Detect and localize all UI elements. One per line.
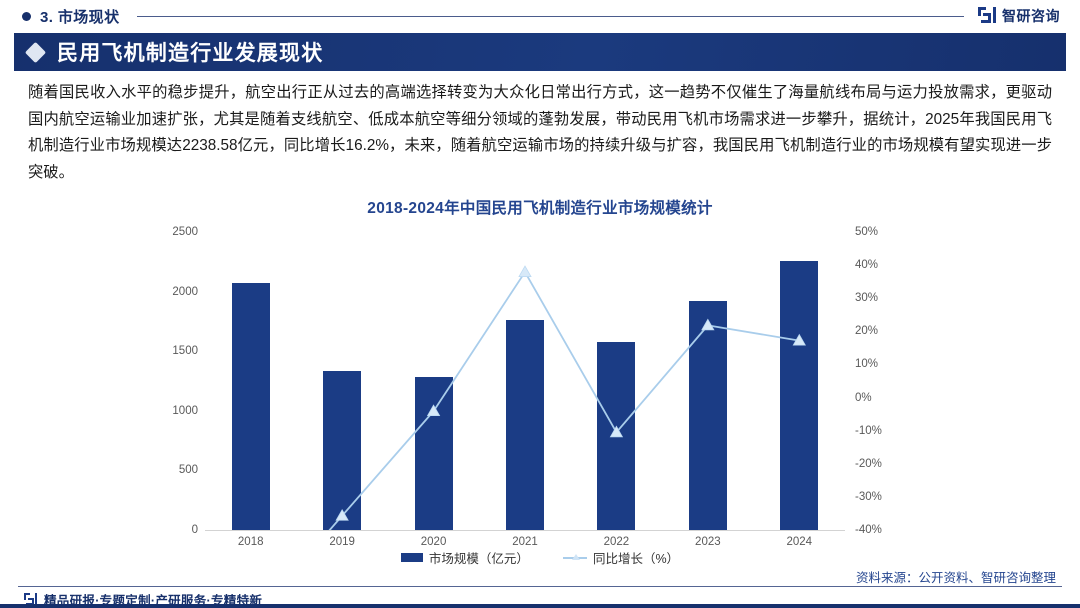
chart-legend: 市场规模（亿元） 同比增长（%） xyxy=(0,548,1080,567)
section-label: 3. 市场现状 xyxy=(40,8,120,26)
legend-item-bar: 市场规模（亿元） xyxy=(400,548,529,567)
line-marker xyxy=(792,333,806,346)
market-size-chart: 0 500 1000 1500 2000 2500 -40% -30% -20% -10% 0% 1… xyxy=(0,220,1080,565)
y-tick-right: 40% xyxy=(855,259,879,272)
line-marker xyxy=(335,508,349,521)
chart-title: 2018-2024年中国民用飞机制造行业市场规模统计 xyxy=(367,200,713,217)
y-tick-left: 500 xyxy=(178,464,198,477)
source-note: 资料来源：公开资料、智研咨询整理 xyxy=(855,571,1056,585)
x-tick-2023: 2023 xyxy=(695,536,721,548)
y-tick-right: 0% xyxy=(855,391,872,404)
header-divider xyxy=(137,15,964,17)
x-tick-2021: 2021 xyxy=(512,536,538,548)
axis-line xyxy=(205,530,845,531)
legend-item-line: 同比增长（%） xyxy=(562,548,680,567)
growth-rate-line xyxy=(328,265,806,530)
y-tick-right: 50% xyxy=(855,226,879,238)
dot-icon xyxy=(22,11,31,21)
section-title-band: 民用飞机制造行业发展现状 xyxy=(14,33,1066,71)
legend-label-line: 同比增长（%） xyxy=(592,552,680,566)
bar-2019 xyxy=(323,370,362,530)
y-tick-left: 0 xyxy=(191,524,198,536)
x-tick-2024: 2024 xyxy=(786,536,813,548)
y-tick-left: 1000 xyxy=(172,404,198,417)
x-tick-2018: 2018 xyxy=(237,536,264,548)
brand-name: 智研咨询 xyxy=(1002,8,1060,24)
footer-divider xyxy=(18,586,1062,587)
line-marker xyxy=(609,425,624,438)
bar-2021 xyxy=(506,319,544,530)
bar-2018 xyxy=(231,282,270,530)
y-tick-right: -10% xyxy=(855,424,882,437)
slide-header: 3. 市场现状 智研咨询 xyxy=(0,0,1080,32)
line-marker xyxy=(701,318,715,331)
y-tick-left: 2500 xyxy=(172,226,198,238)
y-tick-right: -30% xyxy=(855,490,882,503)
body-paragraph: 随着国民收入水平的稳步提升，航空出行正从过去的高端选择转变为大众化日常出行方式，… xyxy=(28,84,1052,181)
bottom-accent-strip xyxy=(0,604,1080,608)
bar-swatch-icon xyxy=(400,553,423,562)
x-tick-2019: 2019 xyxy=(329,536,355,548)
bar-2023 xyxy=(688,300,727,530)
y-tick-right: -40% xyxy=(855,524,882,536)
zhiyan-logo-icon xyxy=(24,592,38,607)
bar-2020 xyxy=(414,377,453,530)
x-tick-2020: 2020 xyxy=(420,536,447,548)
legend-label-bar: 市场规模（亿元） xyxy=(428,552,529,566)
bar-2024 xyxy=(780,261,819,530)
y-tick-right: 20% xyxy=(855,325,879,338)
brand: 智研咨询 xyxy=(978,6,1060,26)
zhiyan-logo-icon xyxy=(978,6,997,26)
line-marker xyxy=(518,265,532,277)
y-tick-right: -20% xyxy=(855,457,882,470)
y-tick-left: 2000 xyxy=(172,285,198,298)
diamond-icon xyxy=(24,41,47,63)
x-tick-2022: 2022 xyxy=(603,536,630,548)
page-title: 民用飞机制造行业发展现状 xyxy=(57,42,324,65)
line-swatch-icon xyxy=(562,553,587,560)
y-tick-left: 1500 xyxy=(172,345,198,358)
y-tick-right: 10% xyxy=(855,358,879,371)
line-marker xyxy=(426,404,441,417)
y-tick-right: 30% xyxy=(855,292,879,305)
